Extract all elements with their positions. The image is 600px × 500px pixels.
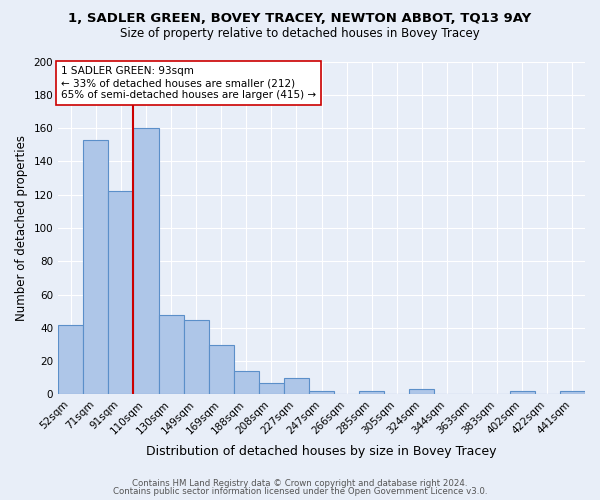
Bar <box>510 391 535 394</box>
Bar <box>409 390 434 394</box>
Text: Contains HM Land Registry data © Crown copyright and database right 2024.: Contains HM Land Registry data © Crown c… <box>132 478 468 488</box>
Bar <box>158 314 184 394</box>
Text: 1 SADLER GREEN: 93sqm
← 33% of detached houses are smaller (212)
65% of semi-det: 1 SADLER GREEN: 93sqm ← 33% of detached … <box>61 66 316 100</box>
Text: Contains public sector information licensed under the Open Government Licence v3: Contains public sector information licen… <box>113 487 487 496</box>
Bar <box>184 320 209 394</box>
Text: Size of property relative to detached houses in Bovey Tracey: Size of property relative to detached ho… <box>120 28 480 40</box>
Bar <box>359 391 385 394</box>
Bar <box>109 192 133 394</box>
X-axis label: Distribution of detached houses by size in Bovey Tracey: Distribution of detached houses by size … <box>146 444 497 458</box>
Bar <box>58 324 83 394</box>
Bar <box>209 344 234 395</box>
Bar <box>560 391 585 394</box>
Bar <box>83 140 109 394</box>
Bar <box>234 371 259 394</box>
Bar <box>309 391 334 394</box>
Text: 1, SADLER GREEN, BOVEY TRACEY, NEWTON ABBOT, TQ13 9AY: 1, SADLER GREEN, BOVEY TRACEY, NEWTON AB… <box>68 12 532 26</box>
Y-axis label: Number of detached properties: Number of detached properties <box>15 135 28 321</box>
Bar <box>133 128 158 394</box>
Bar <box>284 378 309 394</box>
Bar <box>259 383 284 394</box>
